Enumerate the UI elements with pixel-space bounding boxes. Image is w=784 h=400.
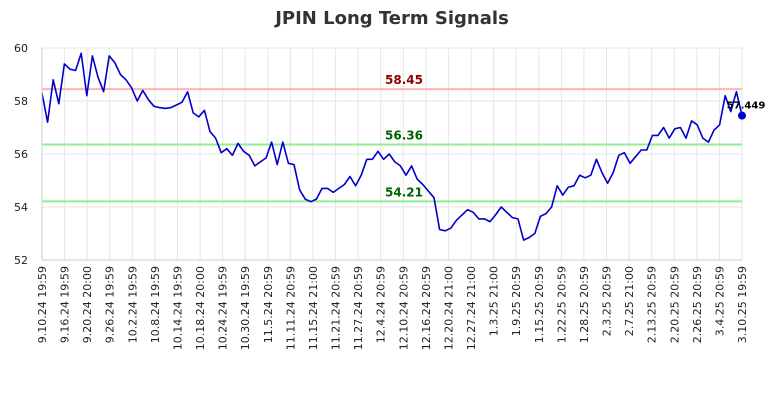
x-tick-label: 2.26.25 20:59 — [691, 266, 704, 343]
x-tick-label: 2.13.25 20:59 — [646, 266, 659, 343]
x-tick-label: 9.16.24 19:59 — [59, 266, 72, 343]
x-tick-label: 12.27.24 21:00 — [465, 266, 478, 350]
y-tick-label: 58 — [14, 95, 28, 108]
x-tick-label: 3.4.25 20:59 — [713, 266, 726, 336]
x-tick-label: 9.26.24 19:59 — [104, 266, 117, 343]
signal-level-label: 56.36 — [385, 128, 423, 142]
signal-level-label: 58.45 — [385, 73, 423, 87]
y-tick-label: 60 — [14, 42, 28, 55]
signal-levels: 58.45 56.36 54.21 — [42, 73, 742, 203]
x-tick-label: 12.16.24 20:59 — [420, 266, 433, 350]
x-tick-label: 3.10.25 19:59 — [736, 266, 749, 343]
x-tick-label: 10.18.24 20:00 — [194, 266, 207, 350]
x-tick-label: 11.27.24 20:59 — [352, 266, 365, 350]
x-tick-label: 1.22.25 20:59 — [555, 266, 568, 343]
grid — [41, 47, 743, 261]
series-line — [41, 52, 743, 241]
x-tick-label: 2.3.25 20:59 — [601, 266, 614, 336]
y-tick-label: 52 — [14, 254, 28, 267]
x-tick-label: 12.4.24 20:59 — [375, 266, 388, 343]
x-tick-label: 9.20.24 20:00 — [81, 266, 94, 343]
x-tick-label: 11.5.24 20:59 — [262, 266, 275, 343]
x-tick-label: 12.10.24 20:59 — [397, 266, 410, 350]
x-tick-label: 11.21.24 20:59 — [330, 266, 343, 350]
x-tick-label: 10.14.24 19:59 — [171, 266, 184, 350]
x-tick-label: 2.7.25 21:00 — [623, 266, 636, 336]
x-tick-label: 10.24.24 19:59 — [217, 266, 230, 350]
price-series: 57.449 — [41, 52, 766, 241]
x-tick-label: 1.3.25 21:00 — [488, 266, 501, 336]
x-tick-label: 2.20.25 20:59 — [668, 266, 681, 343]
x-tick-label: 11.11.24 20:59 — [284, 266, 297, 350]
last-value-label: 57.449 — [727, 101, 766, 112]
y-tick-label: 56 — [14, 148, 28, 161]
x-tick-label: 10.2.24 19:59 — [126, 266, 139, 343]
signal-level-label: 54.21 — [385, 185, 423, 199]
x-tick-label: 11.15.24 21:00 — [307, 266, 320, 350]
last-value-point — [738, 111, 746, 120]
axes: 52 54 56 58 60 9.10.24 19:59 9.16.24 19:59 9.20… — [14, 42, 749, 350]
x-tick-label: 1.9.25 20:59 — [510, 266, 523, 336]
x-tick-label: 1.15.25 20:59 — [533, 266, 546, 343]
chart-title: JPIN Long Term Signals — [275, 8, 509, 29]
x-tick-label: 12.20.24 21:00 — [442, 266, 455, 350]
x-tick-label: 9.10.24 19:59 — [36, 266, 49, 343]
y-tick-label: 54 — [14, 201, 28, 214]
x-tick-label: 10.8.24 19:59 — [149, 266, 162, 343]
x-tick-label: 1.28.25 20:59 — [578, 266, 591, 343]
x-tick-label: 10.30.24 19:59 — [239, 266, 252, 350]
